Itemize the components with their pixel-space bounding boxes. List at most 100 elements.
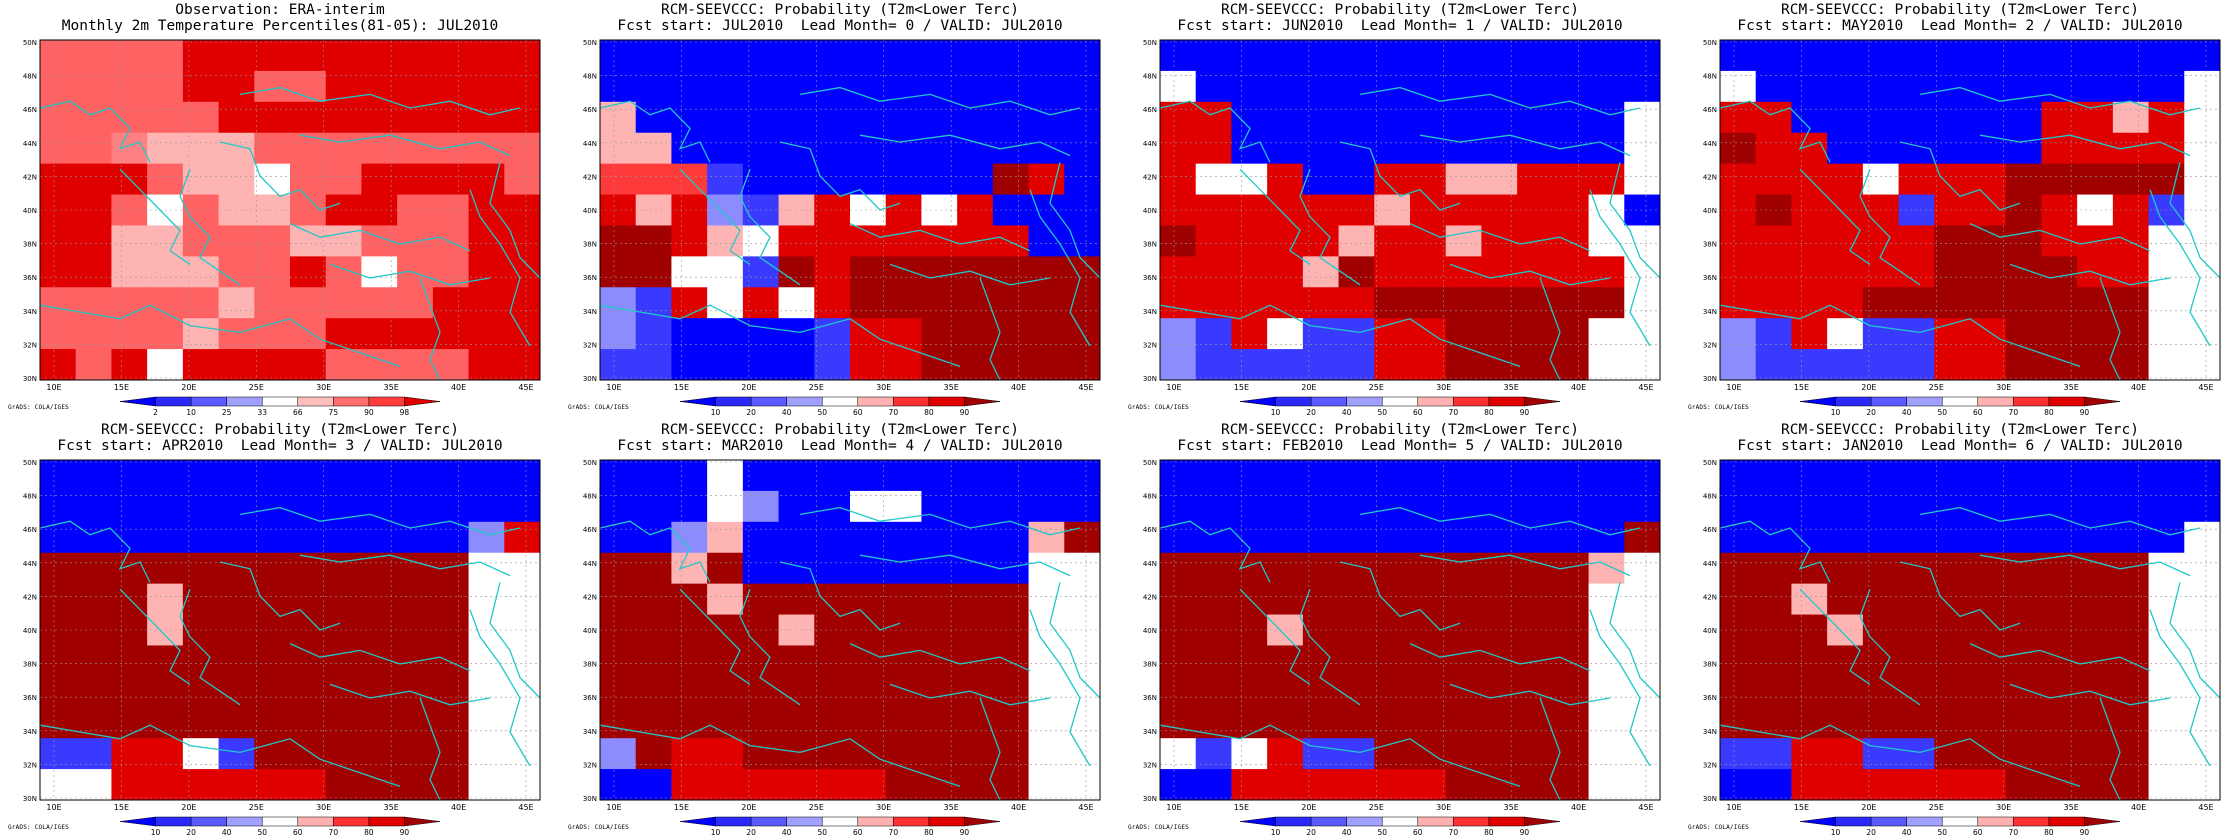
grid-cell xyxy=(2184,769,2221,801)
grid-cell xyxy=(1791,738,1828,770)
lat-label: 48N xyxy=(23,73,37,81)
grid-cell xyxy=(1267,70,1304,103)
grid-cell xyxy=(635,645,672,677)
coastline xyxy=(329,683,491,706)
grid-cell xyxy=(1410,521,1447,554)
colorbar-swatch xyxy=(715,816,752,827)
grid-cell xyxy=(325,552,362,585)
grid-cell xyxy=(1898,707,1935,739)
grid-cell xyxy=(290,769,327,801)
colorbar-tick-label: 60 xyxy=(1413,408,1423,417)
grid-cell xyxy=(182,552,220,585)
grid-cell xyxy=(147,769,184,801)
grid-cell xyxy=(635,40,672,72)
grid-cell xyxy=(1552,318,1590,350)
grid-cell xyxy=(2184,552,2221,585)
grid-cell xyxy=(147,349,184,381)
grid-cell xyxy=(2005,490,2042,523)
grid-cell xyxy=(1934,707,1971,739)
grid-cell xyxy=(504,287,541,319)
grid-cell xyxy=(671,287,708,319)
colorbar-swatch xyxy=(1346,396,1383,407)
grid-cell xyxy=(1160,163,1197,196)
grid-cell xyxy=(218,769,255,801)
lat-label: 42N xyxy=(1143,593,1157,601)
coastline xyxy=(2149,609,2211,767)
grid-cell xyxy=(75,318,112,350)
colorbar-swatch xyxy=(155,816,192,827)
grid-cell xyxy=(1267,349,1304,381)
colorbar: 10 20 40 50 60 70 80 90 xyxy=(679,816,1001,837)
grid-cell xyxy=(2077,40,2114,72)
grid-cell xyxy=(2184,101,2221,134)
colorbar-swatch xyxy=(1488,396,1525,407)
grid-cell xyxy=(397,70,434,103)
grid-cell xyxy=(2148,676,2185,708)
coastline xyxy=(239,506,521,536)
grid-cell xyxy=(1552,349,1590,381)
colorbar-tick-label: 70 xyxy=(889,828,899,837)
grid-cell xyxy=(432,318,470,350)
lon-label: 40E xyxy=(1011,383,1026,392)
lat-label: 30N xyxy=(1143,795,1157,803)
grid-cell xyxy=(1755,460,1792,492)
grid-cell xyxy=(75,738,112,770)
lon-label: 45E xyxy=(518,803,533,812)
map-frame xyxy=(1719,459,2221,801)
colorbar-tick-label: 10 xyxy=(151,828,161,837)
grid-cell xyxy=(1862,256,1900,288)
grid-cell xyxy=(361,460,398,492)
grid-cell xyxy=(40,287,77,319)
coastline xyxy=(1299,588,1361,706)
grid-cell xyxy=(218,287,255,319)
grid-cell xyxy=(1195,676,1232,708)
grid-cell xyxy=(814,676,851,708)
grid-cell xyxy=(921,101,958,134)
lon-label: 25E xyxy=(249,383,264,392)
panel-title: RCM-SEEVCCC: Probability (T2m<Lower Terc… xyxy=(101,422,459,438)
colorbar-swatch xyxy=(964,396,1001,407)
grid-cell xyxy=(600,552,637,585)
grid-cell xyxy=(468,40,505,72)
colorbar: 10 20 40 50 60 70 80 90 xyxy=(1239,816,1561,837)
grid-cell xyxy=(1302,676,1340,708)
grid-cell xyxy=(1517,163,1554,196)
grid-cell xyxy=(1624,552,1661,585)
temperature-map: 10E 15E 20E 25E 30E 35E 40E 45E 50N 48N 46N 44N 42N 4… xyxy=(23,39,541,417)
grid-cell xyxy=(992,318,1030,350)
colorbar-tick-label: 70 xyxy=(2009,828,2019,837)
panel-subtitle: Monthly 2m Temperature Percentiles(81-05… xyxy=(61,18,499,34)
coastline xyxy=(679,168,751,265)
grid-cell xyxy=(1934,521,1971,554)
grid-cell xyxy=(254,225,291,257)
lon-label: 25E xyxy=(1929,803,1944,812)
lon-label: 10E xyxy=(1726,383,1741,392)
grid-cell xyxy=(1755,318,1792,350)
grid-cell xyxy=(1160,583,1197,616)
grads-credit: GrADS: COLA/IGES xyxy=(1688,824,1749,831)
grid-cell xyxy=(432,583,470,616)
map-panel-lead-1: RCM-SEEVCCC: Probability (T2m<Lower Terc… xyxy=(1120,0,1680,420)
coastline xyxy=(1969,643,2151,672)
grid-cell xyxy=(361,521,398,554)
lat-label: 30N xyxy=(583,375,597,383)
grid-cell xyxy=(921,163,958,196)
lat-label: 30N xyxy=(23,795,37,803)
colorbar-swatch xyxy=(333,816,370,827)
lon-label: 35E xyxy=(1504,383,1519,392)
colorbar-tick-label: 80 xyxy=(1484,408,1494,417)
grid-cell xyxy=(2148,769,2185,801)
coastline xyxy=(1799,168,1871,265)
grid-cell xyxy=(40,645,77,677)
grid-cell xyxy=(325,132,362,165)
grid-cell xyxy=(182,738,220,770)
grid-cell xyxy=(814,490,851,523)
grid-cell xyxy=(147,583,184,616)
grid-cell xyxy=(1481,132,1518,165)
grid-cell xyxy=(1410,349,1447,381)
grid-cell xyxy=(1827,460,1864,492)
grid-cell xyxy=(2112,521,2150,554)
grid-cell xyxy=(218,349,255,381)
grid-cell xyxy=(885,552,922,585)
probability-map: 10E 15E 20E 25E 30E 35E 40E 45E 50N 48N 46N 44N 42N 4… xyxy=(1143,39,1661,417)
